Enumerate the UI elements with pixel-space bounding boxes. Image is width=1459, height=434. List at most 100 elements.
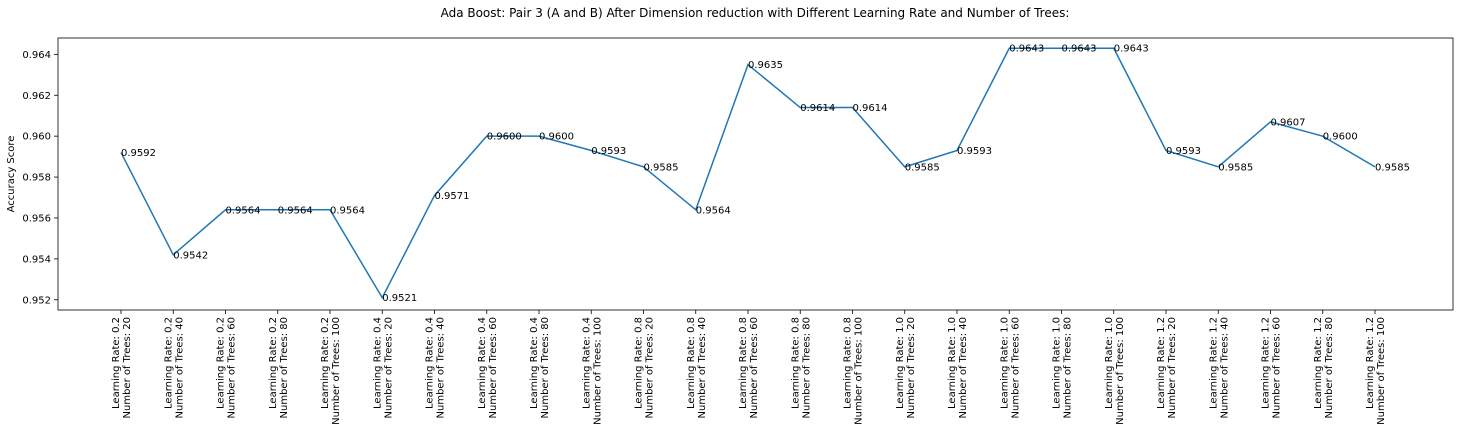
data-label: 0.9592 xyxy=(121,148,156,159)
data-label: 0.9643 xyxy=(1114,44,1149,55)
x-tick-label-line: Number of Trees: 20 xyxy=(1167,317,1178,418)
data-label: 0.9564 xyxy=(226,205,261,216)
data-label: 0.9593 xyxy=(1166,146,1201,157)
x-tick-label: Learning Rate: 1.0 Number of Trees: 20 xyxy=(895,317,917,418)
data-label: 0.9564 xyxy=(330,205,365,216)
x-tick-label: Learning Rate: 0.4 Number of Trees: 60 xyxy=(477,317,499,418)
y-tick-label: 0.956 xyxy=(22,213,51,224)
data-label: 0.9585 xyxy=(1375,162,1410,173)
x-tick-label-line: Number of Trees: 20 xyxy=(906,317,917,418)
x-tick-label-line: Number of Trees: 100 xyxy=(592,317,603,425)
x-tick-label-line: Learning Rate: 1.0 xyxy=(895,317,906,409)
x-tick-label: Learning Rate: 1.2 Number of Trees: 100 xyxy=(1365,317,1387,425)
x-tick-label: Learning Rate: 1.2 Number of Trees: 40 xyxy=(1208,317,1230,418)
x-tick-label: Learning Rate: 0.8 Number of Trees: 20 xyxy=(634,317,656,418)
x-tick-label-line: Number of Trees: 80 xyxy=(279,317,290,418)
x-tick-label-line: Number of Trees: 100 xyxy=(1376,317,1387,425)
y-tick-label: 0.964 xyxy=(22,50,51,61)
x-tick-label: Learning Rate: 1.0 Number of Trees: 40 xyxy=(947,317,969,418)
x-tick-label-line: Learning Rate: 0.4 xyxy=(372,317,383,409)
x-tick-label-line: Learning Rate: 1.0 xyxy=(999,317,1010,409)
x-tick-label-line: Number of Trees: 60 xyxy=(227,317,238,418)
x-tick-label-line: Learning Rate: 1.2 xyxy=(1313,317,1324,409)
data-label: 0.9585 xyxy=(644,162,679,173)
x-tick-label: Learning Rate: 1.2 Number of Trees: 20 xyxy=(1156,317,1178,418)
x-tick-label: Learning Rate: 0.2 Number of Trees: 20 xyxy=(111,317,133,418)
x-tick-label-line: Learning Rate: 0.8 xyxy=(790,317,801,409)
x-tick-label-line: Number of Trees: 40 xyxy=(436,317,447,418)
x-tick-label-line: Number of Trees: 20 xyxy=(122,317,133,418)
x-tick-label-line: Number of Trees: 80 xyxy=(540,317,551,418)
x-tick-label-line: Learning Rate: 0.2 xyxy=(320,317,331,409)
x-tick-label: Learning Rate: 0.4 Number of Trees: 80 xyxy=(529,317,551,418)
x-tick-label-line: Learning Rate: 1.0 xyxy=(1052,317,1063,409)
x-tick-label: Learning Rate: 1.2 Number of Trees: 80 xyxy=(1313,317,1335,418)
x-tick-label: Learning Rate: 0.4 Number of Trees: 100 xyxy=(581,317,603,425)
x-tick-label-line: Number of Trees: 20 xyxy=(383,317,394,418)
x-tick-label-line: Number of Trees: 60 xyxy=(749,317,760,418)
y-axis-label: Accuracy Score xyxy=(6,136,17,213)
x-tick-label: Learning Rate: 1.0 Number of Trees: 60 xyxy=(999,317,1021,418)
x-tick-label: Learning Rate: 1.2 Number of Trees: 60 xyxy=(1261,317,1283,418)
data-label: 0.9643 xyxy=(1062,44,1097,55)
x-tick-label: Learning Rate: 0.2 Number of Trees: 100 xyxy=(320,317,342,425)
x-tick-label-line: Learning Rate: 1.2 xyxy=(1365,317,1376,409)
x-tick-label-line: Number of Trees: 80 xyxy=(1063,317,1074,418)
x-tick-label: Learning Rate: 0.4 Number of Trees: 40 xyxy=(425,317,447,418)
x-tick-label: Learning Rate: 1.0 Number of Trees: 100 xyxy=(1104,317,1126,425)
x-tick-label-line: Learning Rate: 1.0 xyxy=(1104,317,1115,409)
x-tick-label-line: Number of Trees: 60 xyxy=(1010,317,1021,418)
data-label: 0.9614 xyxy=(853,103,888,114)
data-label: 0.9571 xyxy=(435,191,470,202)
x-tick-label-line: Number of Trees: 80 xyxy=(801,317,812,418)
x-tick-label-line: Learning Rate: 0.4 xyxy=(425,317,436,409)
x-tick-label-line: Number of Trees: 100 xyxy=(1115,317,1126,425)
x-tick-label-line: Learning Rate: 1.2 xyxy=(1156,317,1167,409)
x-tick-label: Learning Rate: 0.2 Number of Trees: 80 xyxy=(268,317,290,418)
data-label: 0.9593 xyxy=(957,146,992,157)
chart-title: Ada Boost: Pair 3 (A and B) After Dimens… xyxy=(441,6,1070,20)
x-tick-label-line: Number of Trees: 60 xyxy=(488,317,499,418)
x-tick-label-line: Learning Rate: 0.8 xyxy=(686,317,697,409)
x-tick-label-line: Learning Rate: 0.2 xyxy=(216,317,227,409)
x-tick-label-line: Learning Rate: 0.8 xyxy=(634,317,645,409)
data-label: 0.9607 xyxy=(1271,117,1306,128)
x-tick-label-line: Number of Trees: 80 xyxy=(1324,317,1335,418)
x-tick-label-line: Number of Trees: 20 xyxy=(645,317,656,418)
x-tick-label: Learning Rate: 0.4 Number of Trees: 20 xyxy=(372,317,394,418)
data-label: 0.9564 xyxy=(696,205,731,216)
x-tick-label-line: Number of Trees: 100 xyxy=(854,317,865,425)
x-tick-label-line: Number of Trees: 40 xyxy=(697,317,708,418)
x-tick-label-line: Number of Trees: 100 xyxy=(331,317,342,425)
x-tick-label: Learning Rate: 1.0 Number of Trees: 80 xyxy=(1052,317,1074,418)
x-tick-label-line: Learning Rate: 0.4 xyxy=(581,317,592,409)
data-label: 0.9614 xyxy=(800,103,835,114)
data-label: 0.9542 xyxy=(173,250,208,261)
x-tick-label-line: Learning Rate: 0.2 xyxy=(111,317,122,409)
data-label: 0.9585 xyxy=(1218,162,1253,173)
data-label: 0.9521 xyxy=(382,293,417,304)
y-tick-label: 0.958 xyxy=(22,173,51,184)
x-tick-label-line: Number of Trees: 40 xyxy=(1219,317,1230,418)
x-tick-label: Learning Rate: 0.2 Number of Trees: 60 xyxy=(216,317,238,418)
data-label: 0.9593 xyxy=(591,146,626,157)
x-tick-label-line: Learning Rate: 0.8 xyxy=(843,317,854,409)
x-tick-label: Learning Rate: 0.8 Number of Trees: 80 xyxy=(790,317,812,418)
x-tick-label-line: Number of Trees: 60 xyxy=(1272,317,1283,418)
data-labels: 0.9592 0.9542 0.9564 0.9564 0.9564 0.9521 0.95… xyxy=(121,44,1410,305)
data-label: 0.9585 xyxy=(905,162,940,173)
data-label: 0.9600 xyxy=(539,132,574,143)
x-tick-label-line: Learning Rate: 0.2 xyxy=(163,317,174,409)
data-label: 0.9564 xyxy=(278,205,313,216)
x-tick-label-line: Learning Rate: 0.4 xyxy=(529,317,540,409)
plot-frame xyxy=(57,37,1454,311)
x-tick-label-line: Learning Rate: 0.2 xyxy=(268,317,279,409)
x-tick-label: Learning Rate: 0.8 Number of Trees: 100 xyxy=(843,317,865,425)
x-tick-label: Learning Rate: 0.2 Number of Trees: 40 xyxy=(163,317,185,418)
x-tick-label: Learning Rate: 0.8 Number of Trees: 60 xyxy=(738,317,760,418)
y-tick-label: 0.952 xyxy=(22,295,51,306)
x-tick-label-line: Learning Rate: 1.0 xyxy=(947,317,958,409)
x-tick-label-line: Learning Rate: 0.8 xyxy=(738,317,749,409)
y-tick-label: 0.962 xyxy=(22,91,51,102)
